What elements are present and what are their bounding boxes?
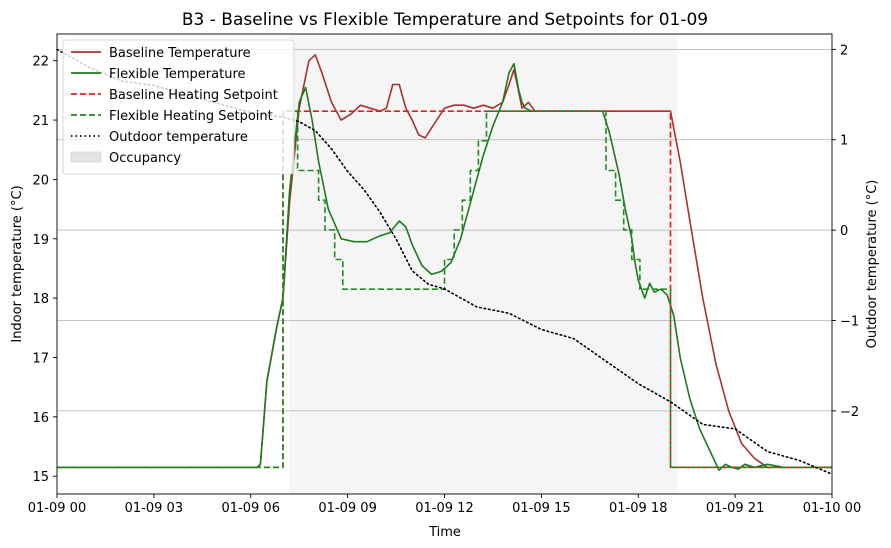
occupancy-band (289, 34, 677, 494)
legend-label-occupancy: Occupancy (109, 151, 181, 166)
y2-tick-label-4: −2 (840, 405, 859, 420)
y-tick-label-7: 22 (32, 55, 49, 70)
y2-tick-label-1: 1 (840, 134, 848, 149)
legend-swatch-occupancy (70, 151, 102, 163)
legend-label-4: Outdoor temperature (109, 130, 248, 145)
legend-label-0: Baseline Temperature (109, 46, 251, 61)
y-tick-label-0: 15 (32, 470, 49, 485)
x-tick-label-8: 01-10 00 (803, 501, 861, 516)
y2-tick-label-0: 2 (840, 43, 848, 58)
axes: 01-09 00 01-09 03 01-09 06 01-09 09 01-09 12… (28, 33, 861, 516)
x-tick-label-5: 01-09 15 (512, 501, 570, 516)
y-tick-label-2: 17 (32, 351, 49, 366)
series-line-3 (57, 110, 832, 469)
legend-label-2: Baseline Heating Setpoint (109, 88, 278, 103)
legend-label-1: Flexible Temperature (109, 67, 246, 82)
plot-area (56, 34, 833, 494)
x-axis-label: Time (428, 525, 461, 540)
y-tick-label-3: 18 (32, 292, 49, 307)
y2-tick-label-2: 0 (840, 224, 848, 239)
y-axis-label: Indoor temperature (°C) (10, 185, 25, 342)
legend-label-3: Flexible Heating Setpoint (109, 109, 273, 124)
series-line-1 (57, 62, 832, 472)
x-tick-label-0: 01-09 00 (28, 501, 86, 516)
y-tick-label-6: 21 (32, 114, 49, 129)
legend-box (62, 39, 295, 175)
y2-axis-label: Outdoor temperature (°C) (865, 180, 880, 349)
x-tick-label-6: 01-09 18 (609, 501, 667, 516)
x-tick-label-1: 01-09 03 (125, 501, 183, 516)
x-tick-label-7: 01-09 21 (706, 501, 764, 516)
series-line-2 (57, 110, 832, 469)
chart-title: B3 - Baseline vs Flexible Temperature an… (182, 10, 708, 30)
x-tick-label-2: 01-09 06 (222, 501, 280, 516)
y-tick-label-5: 20 (32, 173, 49, 188)
x-tick-label-3: 01-09 09 (318, 501, 376, 516)
series-line-0 (57, 54, 832, 469)
y-tick-label-1: 16 (32, 411, 49, 426)
y-tick-label-4: 19 (32, 233, 49, 248)
legend: Baseline Temperature Flexible Temperature… (62, 39, 295, 175)
y2-tick-label-3: −1 (840, 314, 859, 329)
x-tick-label-4: 01-09 12 (415, 501, 473, 516)
